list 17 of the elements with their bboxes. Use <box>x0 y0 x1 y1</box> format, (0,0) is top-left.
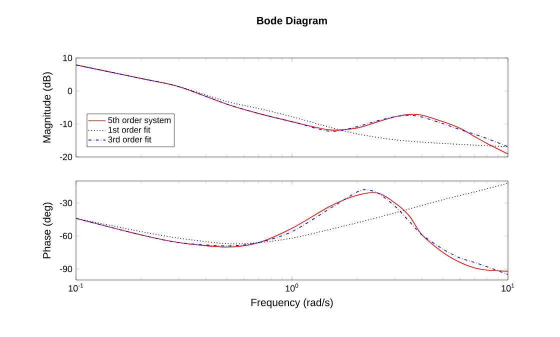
y-axis-title: Phase (deg) <box>42 202 53 258</box>
x-tick-label: 10$^{1}$ <box>502 284 514 292</box>
y-tick-label: -30 <box>60 200 72 206</box>
y-tick-label: -90 <box>60 266 72 272</box>
y-tick-label: -10 <box>60 120 72 128</box>
y-tick-label: 10 <box>63 54 72 62</box>
y-tick-label: -20 <box>60 154 72 160</box>
legend-label: 5th order system <box>108 116 171 125</box>
legend-label: 3rd order fit <box>108 136 152 142</box>
x-tick-label: 10$^{-1}$ <box>68 284 84 292</box>
y-tick-label: -60 <box>60 232 72 240</box>
legend-label: 1st order fit <box>108 126 150 133</box>
x-axis-title: Frequency (rad/s) <box>251 298 333 308</box>
y-axis-title: Magnitude (dB) <box>42 72 53 143</box>
y-tick-label: 0 <box>68 88 72 94</box>
x-tick-label: 10$^{0}$ <box>286 284 298 292</box>
chart-title: Bode Diagram <box>257 16 327 26</box>
